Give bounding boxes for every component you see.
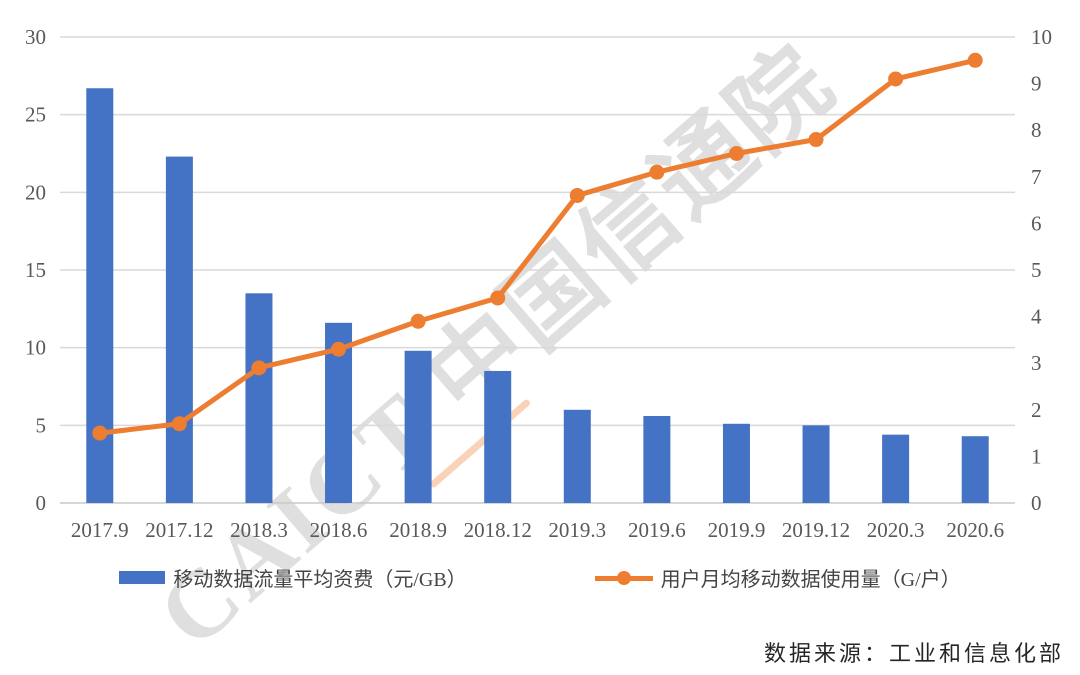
x-tick-label: 2018.3 [230,518,288,542]
x-tick-label: 2018.9 [389,518,447,542]
usage-line-path [97,57,978,436]
x-axis-labels: 2017.9 2017.12 2018.3 2018.6 2018.9 2018.12 20… [71,518,1004,542]
y-right-tick-label: 9 [1031,72,1042,96]
line-marker-icon [888,71,904,87]
y-right-tick-label: 1 [1031,444,1042,468]
y-right-tick-label: 3 [1031,351,1042,375]
usage-line-markers [92,52,983,441]
price-bars [86,88,989,503]
y-left-tick-label: 0 [36,491,47,515]
bar [404,350,432,503]
y-left-tick-label: 5 [36,413,47,437]
legend-item-price: 移动数据流量平均资费（元/GB） [119,563,467,592]
line-marker-icon [728,146,744,161]
bar [245,293,273,503]
line-marker-icon [410,313,426,329]
bar [165,156,193,503]
x-tick-label: 2020.6 [946,518,1004,542]
y-left-tick-label: 20 [25,180,46,204]
line-marker-icon [967,52,983,68]
x-tick-label: 2019.9 [708,518,766,542]
x-tick-label: 2018.6 [310,518,368,542]
y-right-tick-label: 0 [1031,491,1042,515]
bar [882,434,910,503]
y-axis-right-labels: 0 1 2 3 4 5 6 7 8 9 10 [1031,25,1052,515]
line-marker-icon [490,290,506,306]
y-right-tick-label: 5 [1031,258,1042,282]
legend-label-price: 移动数据流量平均资费（元/GB） [173,569,467,591]
legend-bar-swatch [119,571,166,584]
bar [86,88,114,503]
y-axis-left-labels: 0 5 10 15 20 25 30 [25,25,46,515]
y-right-tick-label: 6 [1031,211,1042,235]
y-right-tick-label: 2 [1031,398,1042,422]
x-tick-label: 2017.9 [71,518,129,542]
legend: 移动数据流量平均资费（元/GB） 用户月均移动数据使用量（G/户） [0,563,1080,592]
x-tick-label: 2018.12 [464,518,532,542]
y-left-tick-label: 30 [25,25,46,49]
line-marker-icon [569,187,585,203]
y-right-tick-label: 8 [1031,118,1042,142]
line-marker-icon [808,132,824,148]
x-tick-label: 2017.12 [145,518,213,542]
legend-line-swatch [594,570,653,585]
y-right-tick-label: 4 [1031,305,1042,329]
x-tick-label: 2019.12 [782,518,850,542]
y-left-tick-label: 10 [25,336,46,360]
line-marker-icon [92,425,108,441]
x-tick-label: 2020.3 [867,518,925,542]
gridlines [60,36,1015,504]
legend-item-usage: 用户月均移动数据使用量（G/户） [594,563,961,592]
x-tick-label: 2019.6 [628,518,686,542]
usage-line [97,57,978,436]
bar [961,436,989,503]
bar [802,425,830,503]
line-marker-icon [171,416,187,432]
bar [643,416,671,503]
bar [722,423,750,503]
bar [563,409,591,503]
line-marker-icon [331,341,347,357]
y-right-tick-label: 7 [1031,165,1042,189]
legend-line-marker-icon [616,570,631,585]
y-left-tick-label: 25 [25,103,46,127]
data-source: 数据来源：工业和信息化部 [763,641,1064,666]
line-marker-icon [251,360,267,376]
x-tick-label: 2019.3 [548,518,606,542]
y-left-tick-label: 15 [25,258,46,282]
y-right-tick-label: 10 [1031,25,1052,49]
bar [484,370,512,503]
line-marker-icon [649,164,665,180]
legend-label-usage: 用户月均移动数据使用量（G/户） [660,569,961,591]
